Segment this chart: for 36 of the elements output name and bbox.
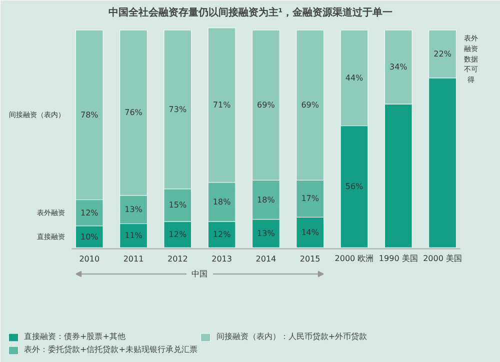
data-label: 12%: [80, 208, 99, 218]
data-label: 10%: [80, 232, 99, 242]
data-label: 76%: [124, 108, 143, 118]
data-label: 18%: [212, 197, 232, 206]
x-tick-label: 2013: [212, 254, 232, 264]
data-label: 13%: [124, 205, 143, 214]
data-label: 13%: [257, 228, 276, 238]
x-tick-label: 2000 欧洲: [334, 254, 374, 264]
data-label: 22%: [434, 50, 452, 58]
chart-title: 中国全社会融资存量仍以间接融资为主¹，金融资源渠道过于单一: [108, 6, 393, 18]
data-label: 12%: [212, 230, 232, 240]
data-label: 11%: [124, 231, 143, 240]
x-tick-label: 2000 美国: [423, 254, 462, 264]
legend-label: 表外：委托贷款+信托贷款+未贴现银行承兑汇票: [24, 344, 198, 355]
data-label: 18%: [257, 195, 276, 204]
data-label: 14%: [301, 228, 320, 237]
legend-label: 间接融资（表内）：人民币贷款+外币贷款: [216, 331, 368, 342]
data-label: 71%: [212, 100, 232, 110]
data-label: 69%: [301, 100, 320, 110]
data-label: 78%: [80, 110, 99, 120]
text: 中国: [192, 270, 208, 278]
x-tick-label: 1990 美国: [378, 254, 418, 264]
data-label: 12%: [168, 230, 187, 240]
x-tick-label: 2011: [123, 254, 144, 264]
data-label: 73%: [168, 104, 187, 114]
data-label: 44%: [345, 73, 364, 82]
data-label: 17%: [301, 194, 320, 204]
data-label: 34%: [389, 62, 408, 72]
legend-label: 直接融资：债券+股票+其他: [24, 331, 126, 342]
data-label: 15%: [168, 200, 187, 210]
data-label: 69%: [257, 100, 276, 110]
x-tick-label: 2012: [167, 254, 188, 264]
x-tick-label: 2015: [300, 254, 320, 264]
x-tick-label: 2010: [79, 254, 100, 264]
data-label: 56%: [345, 182, 364, 192]
x-tick-label: 2014: [256, 254, 276, 264]
